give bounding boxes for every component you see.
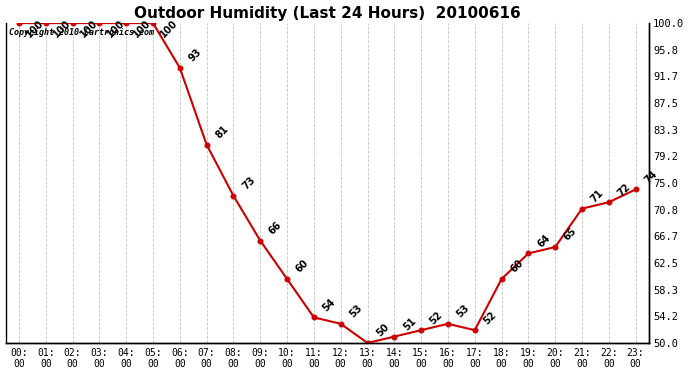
Text: 60: 60: [294, 258, 310, 275]
Text: 93: 93: [187, 47, 204, 64]
Text: 53: 53: [455, 303, 471, 320]
Text: 100: 100: [105, 18, 126, 40]
Text: 52: 52: [428, 309, 444, 326]
Text: 66: 66: [267, 220, 284, 237]
Text: 54: 54: [321, 297, 337, 313]
Text: 72: 72: [615, 182, 632, 198]
Text: Copyright 2010 Cartronics.com: Copyright 2010 Cartronics.com: [9, 28, 154, 37]
Text: 100: 100: [78, 18, 99, 40]
Text: 51: 51: [402, 316, 418, 332]
Text: 53: 53: [348, 303, 364, 320]
Text: 65: 65: [562, 226, 579, 243]
Text: 64: 64: [535, 232, 552, 249]
Text: 71: 71: [589, 188, 606, 204]
Text: 50: 50: [375, 322, 391, 339]
Text: 81: 81: [214, 124, 230, 141]
Text: 52: 52: [482, 309, 498, 326]
Text: 100: 100: [132, 18, 153, 40]
Title: Outdoor Humidity (Last 24 Hours)  20100616: Outdoor Humidity (Last 24 Hours) 2010061…: [134, 6, 521, 21]
Text: 100: 100: [159, 18, 180, 40]
Text: 60: 60: [509, 258, 525, 275]
Text: 100: 100: [25, 18, 46, 40]
Text: 100: 100: [51, 18, 72, 40]
Text: 74: 74: [642, 169, 659, 185]
Text: 73: 73: [240, 175, 257, 192]
